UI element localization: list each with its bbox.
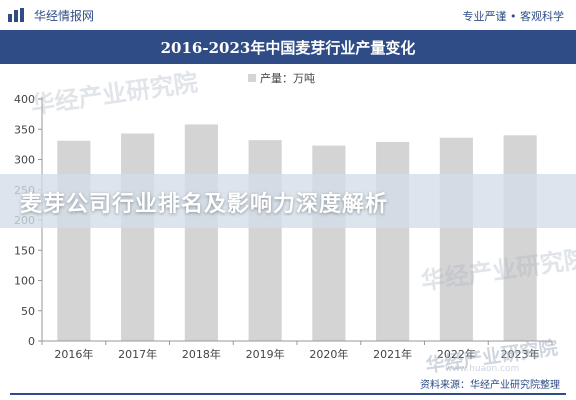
watermark-url: www.huaon.com: [445, 364, 520, 374]
data-source: 资料来源：华经产业研究院整理: [420, 380, 560, 391]
legend-swatch: [248, 74, 256, 82]
bar: [503, 135, 537, 341]
y-tick-label: 0: [28, 335, 35, 348]
bar: [184, 124, 218, 341]
brand-slogan: 专业严谨 • 客观科学: [462, 10, 564, 23]
x-tick-label: 2017年: [118, 347, 157, 361]
bar: [376, 141, 410, 341]
title-bar: [0, 30, 576, 64]
x-tick-label: 2022年: [437, 347, 476, 361]
bar: [248, 140, 282, 341]
bar-series: [57, 124, 537, 341]
y-tick-label: 300: [14, 154, 35, 167]
chart-legend: 产量：万吨: [248, 71, 315, 85]
brand-name: 华经情报网: [34, 9, 95, 23]
y-tick-label: 350: [14, 123, 35, 136]
y-tick-label: 50: [21, 305, 35, 318]
legend-label: 产量：万吨: [260, 71, 315, 85]
x-tick-label: 2018年: [182, 347, 221, 361]
x-tick-label: 2019年: [246, 347, 285, 361]
top-bar: 华经情报网 专业严谨 • 客观科学: [0, 0, 576, 30]
y-tick-label: 400: [14, 93, 35, 106]
x-tick-label: 2016年: [54, 347, 93, 361]
overlay-banner: [0, 174, 576, 228]
x-tick-label: 2023年: [501, 347, 540, 361]
brand-logo-icon: [8, 8, 24, 22]
y-tick-label: 100: [14, 275, 35, 288]
banner-headline: 麦芽公司行业排名及影响力深度解析: [20, 192, 389, 217]
x-tick-label: 2021年: [373, 347, 412, 361]
bottom-rule: [10, 393, 566, 395]
bar: [439, 137, 473, 341]
x-tick-label: 2020年: [309, 347, 348, 361]
chart-title: 2016-2023年中国麦芽行业产量变化: [160, 39, 416, 57]
bar: [57, 140, 91, 341]
bar: [121, 133, 155, 341]
x-axis: 2016年 2017年 2018年 2019年 2020年 2021年 2022年 2023年: [41, 340, 553, 361]
y-tick-label: 150: [14, 244, 35, 257]
